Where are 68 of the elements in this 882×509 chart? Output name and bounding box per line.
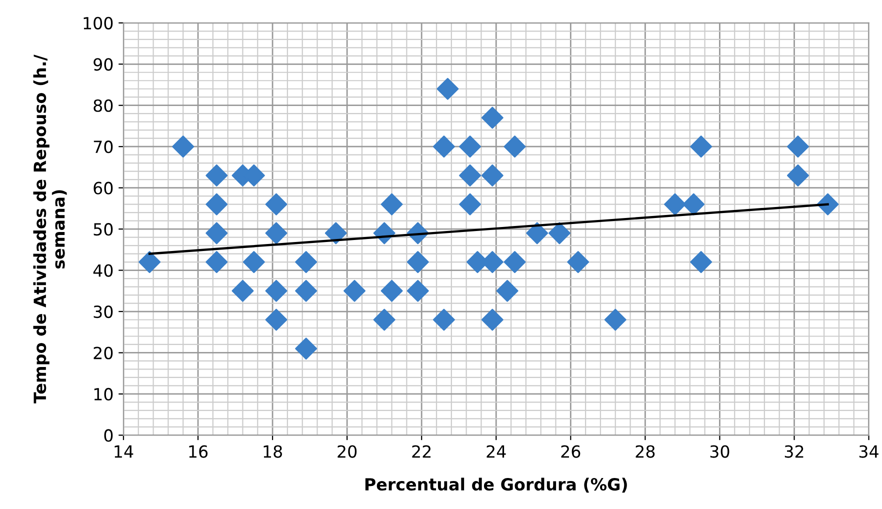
point xyxy=(786,136,809,158)
point xyxy=(690,136,712,158)
y-tick-label: 10 xyxy=(94,388,113,401)
x-axis-title: Percentual de Gordura (%G) xyxy=(365,478,627,493)
point xyxy=(295,338,318,360)
point xyxy=(664,193,686,216)
point xyxy=(265,308,288,331)
y-tick-label: 50 xyxy=(94,223,113,236)
point xyxy=(172,136,194,158)
point xyxy=(526,222,548,244)
point xyxy=(138,251,161,274)
point xyxy=(459,136,482,158)
y-tick-label: 60 xyxy=(94,182,113,194)
point xyxy=(436,78,459,100)
point xyxy=(242,251,265,274)
x-tick-label: 30 xyxy=(710,445,730,458)
x-tick-label: 32 xyxy=(784,445,804,458)
point xyxy=(380,193,403,216)
point xyxy=(481,106,504,129)
y-tick-label: 20 xyxy=(94,346,113,360)
y-tick-label: 100 xyxy=(84,16,113,30)
point xyxy=(232,280,254,302)
point xyxy=(206,251,228,274)
point xyxy=(295,251,318,274)
point xyxy=(432,136,455,158)
x-tick-label: 14 xyxy=(114,445,134,458)
point xyxy=(265,193,288,216)
y-tick-label: 70 xyxy=(94,140,113,154)
point xyxy=(548,222,570,244)
point xyxy=(265,222,288,244)
x-tick-label: 28 xyxy=(636,445,655,458)
point xyxy=(344,280,366,302)
y-tick-label: 30 xyxy=(94,305,113,318)
x-tick-label: 22 xyxy=(412,445,431,458)
x-tick-label: 24 xyxy=(486,445,506,458)
point xyxy=(690,251,712,274)
x-tick-label: 34 xyxy=(859,445,878,458)
point xyxy=(481,308,504,331)
x-tick-label: 18 xyxy=(264,445,282,458)
point xyxy=(324,222,347,244)
point xyxy=(504,251,526,274)
point xyxy=(406,280,429,302)
y-tick-label: 90 xyxy=(94,58,113,71)
point xyxy=(504,136,526,158)
point xyxy=(206,193,228,216)
y-tick-label: 40 xyxy=(93,264,113,277)
y-axis-title: Tempo de Atividades de Repouso (h./ semana) xyxy=(33,54,67,404)
point xyxy=(567,251,590,274)
point xyxy=(481,164,504,186)
point xyxy=(206,222,228,244)
x-tick-label: 16 xyxy=(189,445,208,458)
point xyxy=(432,308,455,331)
y-tick-label: 0 xyxy=(104,429,113,442)
point xyxy=(295,280,318,302)
point xyxy=(406,251,429,274)
point xyxy=(459,193,482,216)
point xyxy=(206,164,228,186)
point xyxy=(373,308,396,331)
point xyxy=(604,308,626,331)
point xyxy=(682,193,705,216)
x-tick-label: 26 xyxy=(561,445,580,458)
point xyxy=(786,164,809,186)
point xyxy=(380,280,403,302)
point xyxy=(459,164,482,186)
point xyxy=(265,280,288,302)
x-tick-label: 20 xyxy=(338,445,357,458)
point xyxy=(496,280,518,302)
y-tick-label: 80 xyxy=(94,99,113,112)
